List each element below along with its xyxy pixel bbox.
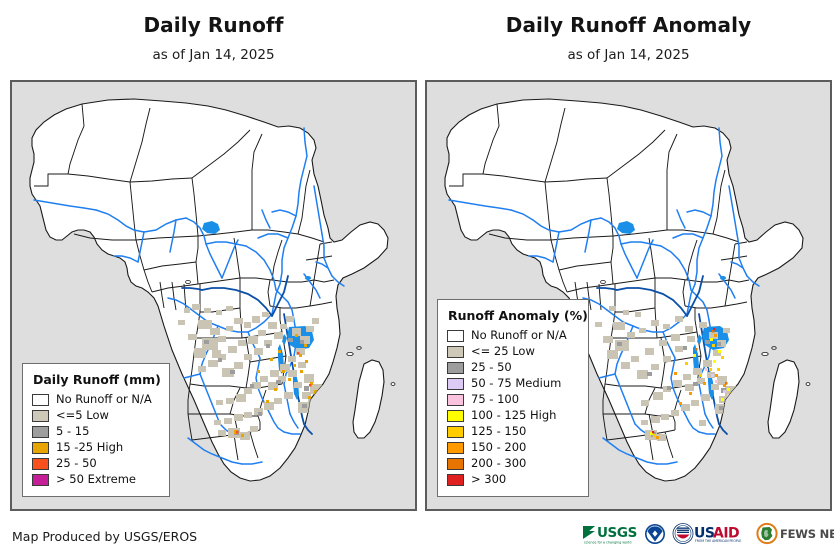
- legend-swatch: [447, 361, 464, 374]
- legend-item: > 50 Extreme: [32, 472, 160, 488]
- legend-item: 25 - 50: [447, 360, 579, 376]
- legend-item: 100 - 125 High: [447, 408, 579, 424]
- page-title-left: Daily Runoff: [143, 13, 284, 37]
- legend-item-label: No Runoff or N/A: [56, 392, 152, 406]
- usaid-logo-icon: US AID FROM THE AMERICAN PEOPLE: [672, 523, 741, 544]
- legend-title: Runoff Anomaly (%): [448, 308, 588, 323]
- legend-swatch: [447, 329, 464, 342]
- map-frame-left[interactable]: Daily Runoff (mm) No Runoff or N/A <=5 L…: [10, 80, 417, 511]
- agency-logo-bar: USGS science for a changing world US AID…: [582, 521, 834, 547]
- svg-text:FEWS NET: FEWS NET: [780, 527, 834, 541]
- legend-item: No Runoff or N/A: [32, 392, 160, 408]
- legend-swatch: [32, 473, 49, 486]
- legend-swatch: [447, 441, 464, 454]
- legend-item-label: 15 -25 High: [56, 440, 124, 454]
- legend-item: <= 25 Low: [447, 344, 579, 360]
- usgs-logo: USGS science for a changing world: [582, 521, 638, 547]
- legend-item-label: <=5 Low: [56, 408, 109, 422]
- legend-item: 5 - 15: [32, 424, 160, 440]
- legend-item: No Runoff or N/A: [447, 328, 579, 344]
- daily-runoff-anomaly-panel: Daily Runoff Anomaly as of Jan 14, 2025: [425, 0, 832, 556]
- legend-item-label: > 300: [471, 472, 507, 486]
- legend-item: <=5 Low: [32, 408, 160, 424]
- legend-item: 50 - 75 Medium: [447, 376, 579, 392]
- legend-item-label: No Runoff or N/A: [471, 328, 567, 342]
- legend-swatch: [447, 409, 464, 422]
- runoff-overlay-left: [178, 304, 378, 440]
- legend-runoff-anomaly: Runoff Anomaly (%) No Runoff or N/A <= 2…: [437, 299, 589, 497]
- legend-item: 75 - 100: [447, 392, 579, 408]
- legend-item: > 300: [447, 472, 579, 488]
- legend-item-label: 50 - 75 Medium: [471, 376, 562, 390]
- legend-swatch: [447, 457, 464, 470]
- svg-text:science for a changing world: science for a changing world: [584, 541, 631, 545]
- legend-swatch: [32, 441, 49, 454]
- map-credit: Map Produced by USGS/EROS: [12, 529, 198, 544]
- legend-swatch: [32, 425, 49, 438]
- legend-title: Daily Runoff (mm): [33, 372, 161, 387]
- legend-daily-runoff: Daily Runoff (mm) No Runoff or N/A <=5 L…: [22, 363, 170, 497]
- daily-runoff-panel: Daily Runoff as of Jan 14, 2025: [10, 0, 417, 556]
- legend-item: 15 -25 High: [32, 440, 160, 456]
- svg-text:AID: AID: [713, 526, 739, 542]
- page-subtitle-left: as of Jan 14, 2025: [152, 47, 275, 63]
- page-title-right: Daily Runoff Anomaly: [505, 13, 752, 37]
- legend-item: 25 - 50: [32, 456, 160, 472]
- legend-item-label: 150 - 200: [471, 440, 527, 454]
- svg-text:FROM THE AMERICAN PEOPLE: FROM THE AMERICAN PEOPLE: [695, 539, 741, 543]
- legend-item-label: 5 - 15: [56, 424, 90, 438]
- fews-net-logo-icon: FEWS NET: [756, 522, 834, 545]
- legend-swatch: [447, 473, 464, 486]
- legend-item: 125 - 150: [447, 424, 579, 440]
- legend-item-label: 25 - 50: [56, 456, 97, 470]
- legend-swatch: [447, 393, 464, 406]
- page-subtitle-right: as of Jan 14, 2025: [567, 47, 690, 63]
- legend-item-label: 100 - 125 High: [471, 408, 557, 422]
- legend-item-label: <= 25 Low: [471, 344, 535, 358]
- usaid-logo: US AID FROM THE AMERICAN PEOPLE: [672, 521, 750, 547]
- legend-item-label: 200 - 300: [471, 456, 527, 470]
- legend-swatch: [32, 457, 49, 470]
- legend-item: 150 - 200: [447, 440, 579, 456]
- legend-swatch: [447, 377, 464, 390]
- legend-item-label: > 50 Extreme: [56, 472, 136, 486]
- legend-item-label: 125 - 150: [471, 424, 527, 438]
- legend-swatch: [447, 345, 464, 358]
- usgs-logo-icon: USGS science for a changing world: [583, 525, 637, 545]
- noaa-logo: [644, 521, 666, 547]
- legend-swatch: [447, 425, 464, 438]
- legend-swatch: [32, 409, 49, 422]
- legend-item-label: 75 - 100: [471, 392, 520, 406]
- svg-text:US: US: [694, 526, 715, 542]
- map-frame-right[interactable]: Runoff Anomaly (%) No Runoff or N/A <= 2…: [425, 80, 832, 511]
- noaa-logo-icon: [645, 524, 665, 544]
- fews-net-logo: FEWS NET: [756, 521, 834, 547]
- legend-item-label: 25 - 50: [471, 360, 512, 374]
- legend-item: 200 - 300: [447, 456, 579, 472]
- legend-swatch: [32, 393, 49, 406]
- svg-text:USGS: USGS: [597, 525, 637, 541]
